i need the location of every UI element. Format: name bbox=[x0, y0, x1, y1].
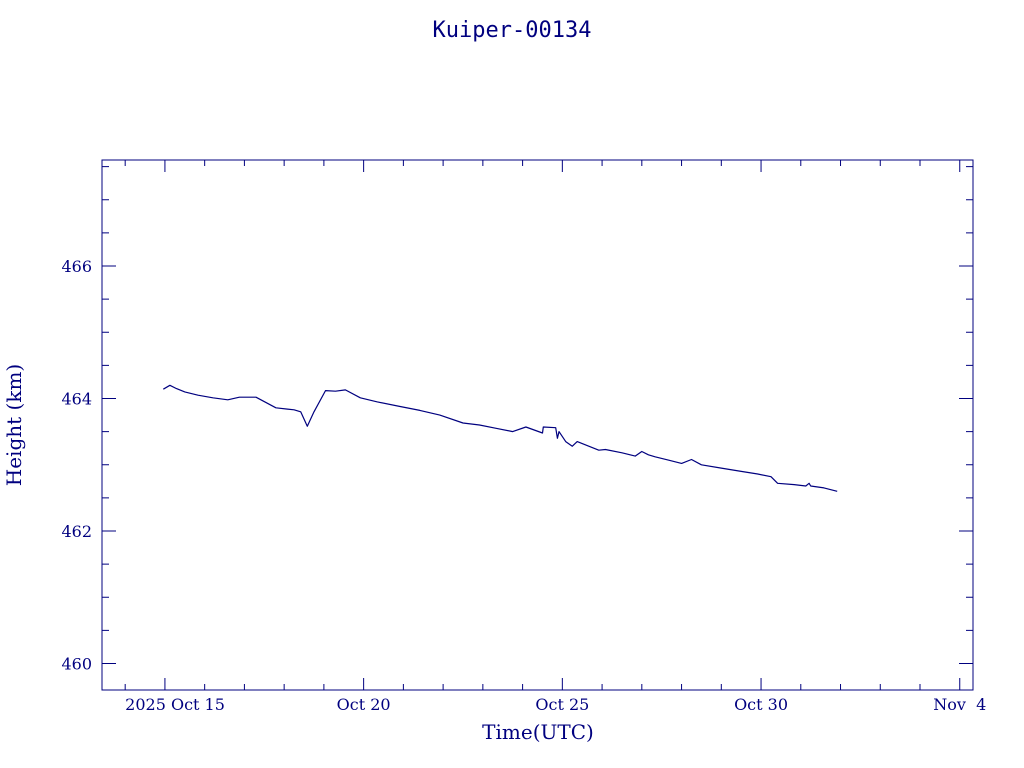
y-tick-label: 466 bbox=[61, 257, 92, 276]
x-tick-label: Oct 20 bbox=[337, 695, 391, 714]
y-tick-label: 462 bbox=[61, 522, 92, 541]
y-axis-ticks bbox=[102, 166, 973, 664]
height-series-line bbox=[162, 384, 838, 492]
y-axis-label: Height (km) bbox=[2, 364, 26, 486]
x-tick-label: Oct 25 bbox=[535, 695, 589, 714]
y-tick-label: 464 bbox=[61, 390, 92, 409]
x-axis-tick-labels: 2025 Oct 15 Oct 20 Oct 25 Oct 30 Nov 4 bbox=[125, 695, 986, 714]
x-axis-ticks bbox=[124, 160, 961, 690]
plot-border bbox=[101, 159, 974, 691]
x-axis-label: Time(UTC) bbox=[482, 720, 594, 744]
plot-frame bbox=[101, 159, 974, 691]
x-tick-label: 2025 Oct 15 bbox=[125, 695, 225, 714]
series-group bbox=[162, 384, 838, 492]
y-axis-tick-labels: 460 462 464 466 bbox=[61, 257, 92, 674]
chart-title: Kuiper-00134 bbox=[433, 18, 592, 43]
x-tick-label: Nov 4 bbox=[933, 695, 986, 714]
y-tick-label: 460 bbox=[61, 655, 92, 674]
x-tick-label: Oct 30 bbox=[734, 695, 788, 714]
